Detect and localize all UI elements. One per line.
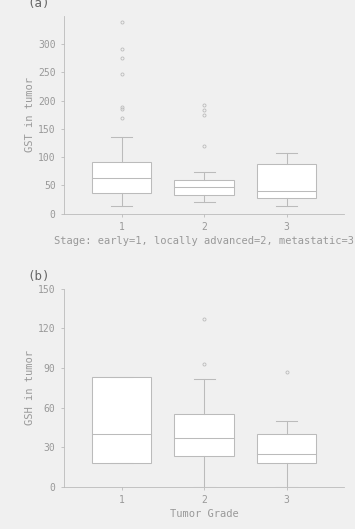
Y-axis label: GST in tumor: GST in tumor bbox=[25, 77, 35, 152]
Bar bbox=[257, 434, 316, 463]
Bar bbox=[174, 414, 234, 457]
Bar bbox=[257, 164, 316, 198]
Bar bbox=[92, 377, 151, 463]
Y-axis label: GSH in tumor: GSH in tumor bbox=[25, 350, 35, 425]
Bar bbox=[174, 180, 234, 195]
Text: (a): (a) bbox=[27, 0, 50, 10]
X-axis label: Stage: early=1, locally advanced=2, metastatic=3: Stage: early=1, locally advanced=2, meta… bbox=[54, 236, 354, 246]
X-axis label: Tumor Grade: Tumor Grade bbox=[170, 509, 239, 519]
Bar bbox=[92, 162, 151, 193]
Text: (b): (b) bbox=[27, 270, 50, 283]
